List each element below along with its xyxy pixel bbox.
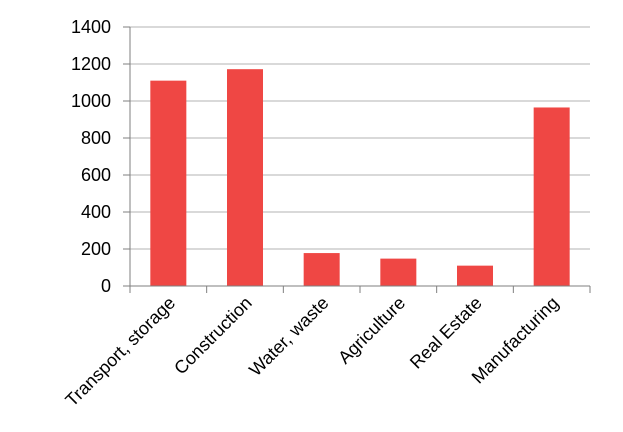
x-tick-label: Real Estate bbox=[406, 293, 486, 373]
y-tick-label: 200 bbox=[81, 239, 111, 259]
y-tick-label: 1000 bbox=[71, 91, 111, 111]
bar bbox=[457, 265, 493, 286]
gridlines bbox=[130, 26, 590, 250]
x-tick-label: Construction bbox=[170, 293, 256, 379]
y-tick-label: 1200 bbox=[71, 54, 111, 74]
bar bbox=[533, 107, 570, 286]
x-tick-label: Water, waste bbox=[245, 293, 332, 380]
y-tick-label: 800 bbox=[81, 128, 111, 148]
y-tick-label: 0 bbox=[101, 276, 111, 296]
bar bbox=[227, 69, 263, 287]
bars bbox=[150, 69, 570, 287]
x-tick-label: Transport, storage bbox=[61, 293, 179, 411]
y-tick-label: 1400 bbox=[71, 17, 111, 37]
bar bbox=[150, 80, 187, 287]
y-tick-label: 600 bbox=[81, 165, 111, 185]
y-tick-label: 400 bbox=[81, 202, 111, 222]
y-tick-labels: 0 200 400 600 800 1000 1200 1400 bbox=[71, 17, 111, 296]
x-tick-label: Agriculture bbox=[334, 293, 409, 368]
bar bbox=[380, 258, 417, 286]
bar bbox=[303, 253, 340, 286]
axes bbox=[123, 26, 591, 293]
